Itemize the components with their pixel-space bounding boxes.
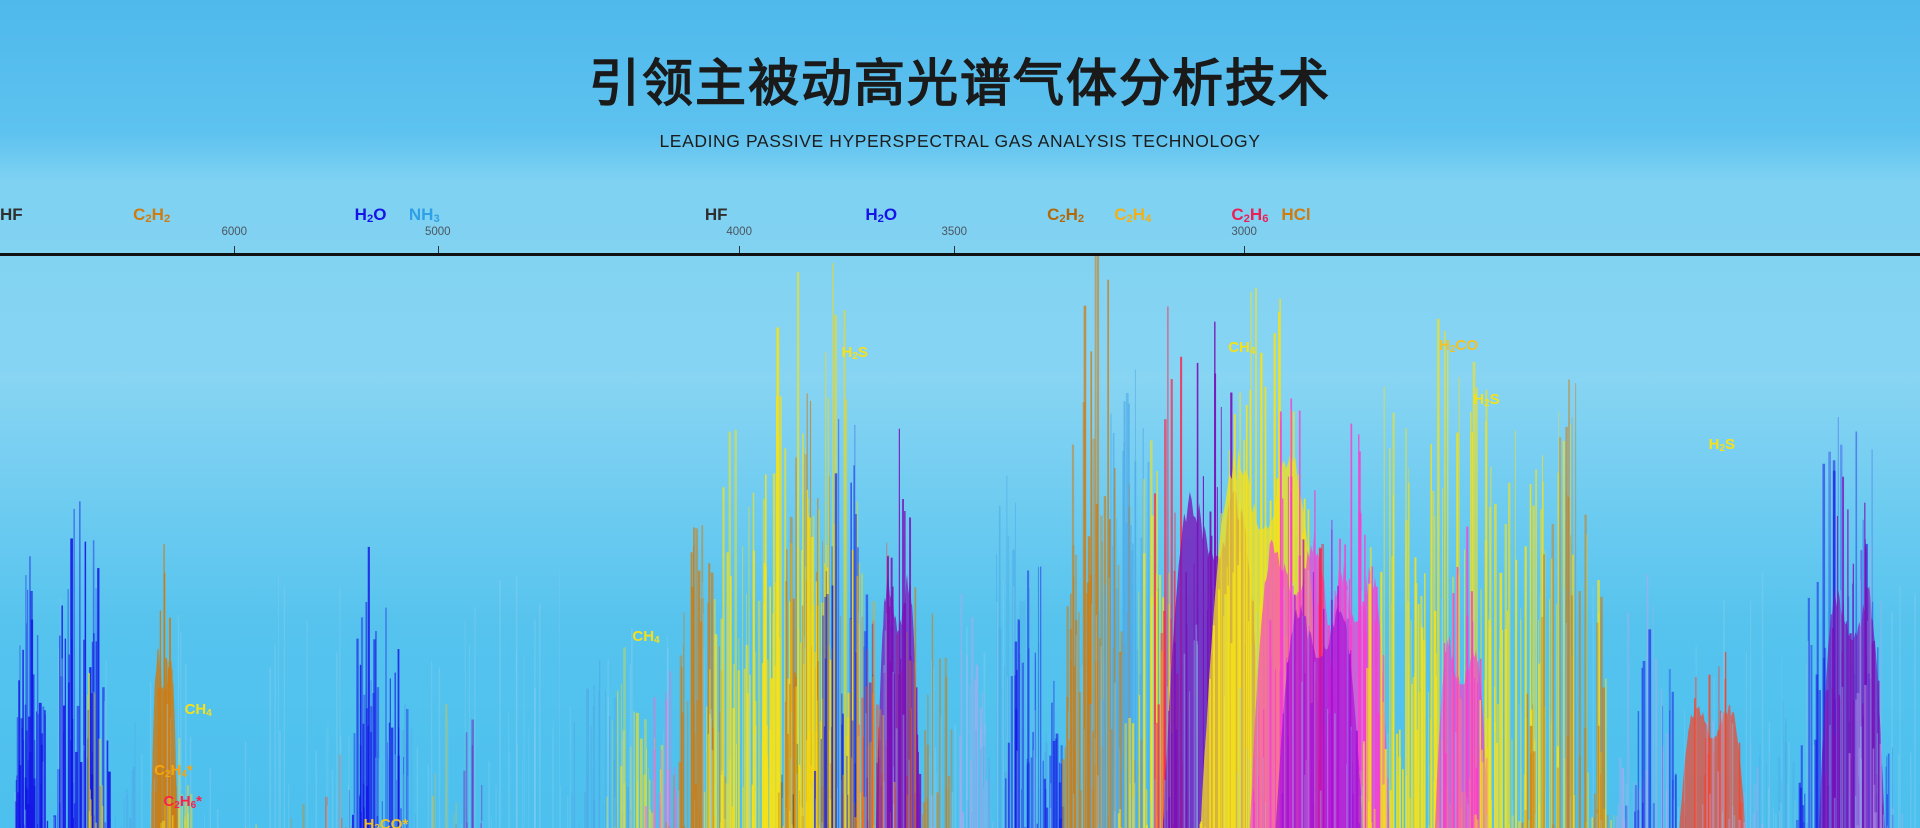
page-subtitle: LEADING PASSIVE HYPERSPECTRAL GAS ANALYS… bbox=[659, 130, 1261, 151]
top-tick-mark bbox=[739, 246, 741, 253]
top-axis-line bbox=[0, 253, 1920, 256]
top-tick-label: 5000 bbox=[424, 226, 451, 238]
top-tick-mark bbox=[234, 246, 236, 253]
top-tick-label: 4000 bbox=[726, 226, 752, 238]
top-axis-band: HF C2H2 H2O NH3 HF H2O C2H2 C2H4 C2H6 HCl 6000 5000… bbox=[0, 205, 1920, 253]
top-species-label: C2H2 bbox=[133, 205, 171, 226]
spectrum-chart: HF C2H2 H2O NH3 HF H2O C2H2 C2H4 C2H6 HCl 6000 5000… bbox=[0, 205, 1920, 828]
spectra-traces bbox=[14, 255, 1916, 828]
poster-header: 引领主被动高光谱气体分析技术 LEADING PASSIVE HYPERSPEC… bbox=[0, 0, 1920, 200]
top-species-label: NH3 bbox=[408, 205, 440, 226]
top-species-label: H2O bbox=[354, 205, 387, 226]
top-species-label: C2H2 bbox=[1047, 205, 1085, 226]
top-tick-mark bbox=[1244, 246, 1246, 253]
top-species-label: C2H4 bbox=[1114, 205, 1152, 226]
top-tick-label: 3500 bbox=[941, 226, 968, 238]
top-species-label: HCl bbox=[1281, 205, 1311, 224]
top-species-label: C2H6 bbox=[1231, 205, 1269, 226]
top-tick-mark bbox=[437, 246, 439, 253]
top-tick-label: 6000 bbox=[221, 226, 248, 238]
top-tick-mark bbox=[954, 246, 956, 253]
plot-area: H2S*C2H6*C2H4*CH4H2CO*CH4H2SCH4H2COH2SH2… bbox=[0, 255, 1920, 828]
top-species-label: HF bbox=[704, 205, 728, 224]
top-species-label: H2O bbox=[865, 205, 898, 226]
top-tick-label: 3000 bbox=[1231, 226, 1257, 238]
page-title: 引领主被动高光谱气体分析技术 bbox=[588, 55, 1331, 114]
top-species-label: HF bbox=[0, 205, 23, 224]
